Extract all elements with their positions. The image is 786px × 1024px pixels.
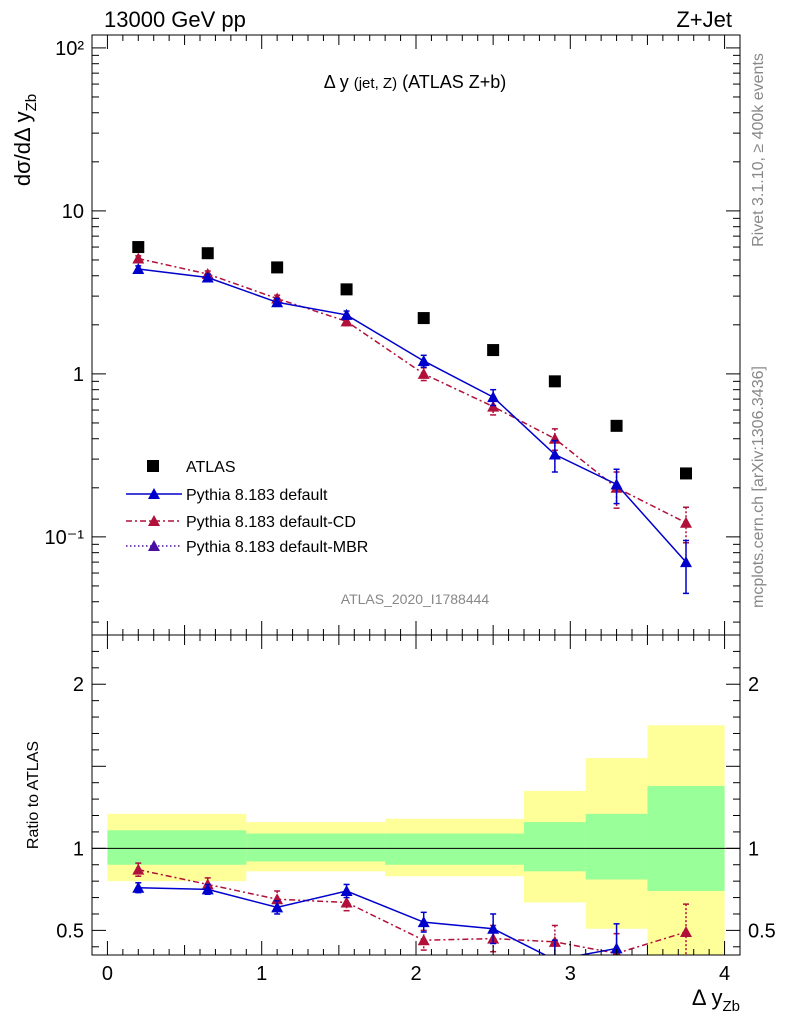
upper-data	[132, 241, 692, 595]
band-inner	[647, 785, 725, 891]
lower-xtick-label: 2	[410, 963, 421, 985]
series-atlas-point	[487, 344, 500, 357]
mcplots-label-group: mcplots.cern.ch [arXiv:1306.3436]	[750, 366, 767, 608]
ratio-default-point	[417, 916, 430, 928]
legend-atlas-label: ATLAS	[186, 459, 236, 476]
ratio-default-point	[487, 922, 500, 934]
lower-panel: 0.5 0.5 1 1 2 2 0 1 2 3 4	[56, 634, 776, 985]
series-default-point	[680, 556, 692, 568]
x-axis-label: Δ yZb	[692, 985, 740, 1015]
ratio-default-point	[201, 883, 214, 895]
ratio-default-point	[132, 881, 145, 893]
lower-ylabel: Ratio to ATLAS	[25, 741, 42, 849]
ratio-default-point	[340, 885, 353, 896]
ratio-default-point	[554, 953, 556, 955]
ratio-cd-point	[417, 934, 430, 946]
upper-ytick-label: 10	[62, 201, 84, 223]
series-default-point	[340, 308, 353, 320]
series-cd-point	[417, 367, 430, 379]
legend-default-marker	[148, 488, 160, 499]
series-default-point	[417, 354, 430, 366]
lower-ytick-label-left: 0.5	[56, 920, 84, 942]
band-inner	[385, 833, 524, 865]
lower-data	[92, 725, 740, 955]
series-cd-line	[138, 257, 687, 524]
lower-ytick-label-left: 2	[73, 674, 84, 696]
plot-title: Δ y (jet, Z) (ATLAS Z+b)	[324, 72, 507, 92]
upper-ylabel-sub: Zb	[23, 94, 40, 112]
series-default-point	[201, 271, 214, 283]
series-atlas-point	[132, 241, 145, 254]
legend-cd-label: Pythia 8.183 default-CD	[186, 514, 356, 531]
series-atlas-point	[201, 247, 214, 260]
series-default-point	[548, 448, 561, 460]
upper-ytick-label: 1	[73, 364, 84, 386]
ratio-default-point	[271, 901, 284, 913]
upper-ytick-label: 10²	[55, 38, 84, 60]
series-atlas-point	[271, 261, 284, 274]
series-cd-point	[132, 252, 145, 264]
series-atlas-point	[417, 312, 430, 325]
plot-title-sub: (jet, Z)	[354, 75, 397, 92]
band-inner	[585, 813, 648, 880]
legend-mbr-marker	[148, 540, 160, 551]
x-axis-label-sub: Zb	[722, 998, 740, 1015]
series-cd-point	[680, 516, 692, 528]
legend-mbr-label: Pythia 8.183 default-MBR	[186, 539, 368, 556]
x-axis-label-main: Δ y	[692, 985, 723, 1010]
lower-ylabel-group: Ratio to ATLAS	[25, 741, 42, 849]
lower-xtick-label: 4	[719, 963, 730, 985]
lower-ytick-label-right: 2	[748, 674, 759, 696]
analysis-id: ATLAS_2020_I1788444	[341, 591, 490, 607]
legend-default-label: Pythia 8.183 default	[186, 487, 328, 504]
series-atlas-point	[610, 419, 623, 432]
legend-atlas-marker	[147, 460, 159, 472]
upper-ylabel: dσ/dΔ yZb	[10, 94, 40, 186]
plot-title-main: Δ y	[324, 72, 349, 92]
series-atlas-point	[680, 467, 692, 480]
series-default-point	[271, 296, 284, 308]
lower-xtick-label: 0	[102, 963, 113, 985]
lower-xtick-label: 3	[565, 963, 576, 985]
legend-cd-marker	[148, 515, 160, 526]
ratio-cd-point	[132, 863, 145, 875]
band-inner	[107, 830, 247, 865]
series-default-point	[487, 391, 500, 403]
rivet-label: Rivet 3.1.10, ≥ 400k events	[750, 53, 767, 247]
band-inner	[246, 833, 386, 862]
band-inner	[524, 822, 586, 872]
svg-text:dσ/dΔ yZb: dσ/dΔ yZb	[10, 94, 40, 186]
series-default-point	[132, 263, 145, 275]
ratio-cd-point	[680, 926, 692, 938]
ratio-default-point	[610, 942, 623, 954]
upper-ytick-label: 10⁻¹	[45, 527, 85, 549]
lower-ytick-label-right: 0.5	[748, 920, 776, 942]
series-atlas-point	[340, 283, 353, 296]
lower-ytick-label-right: 1	[748, 838, 759, 860]
series-default-point	[610, 478, 623, 490]
header-energy: 13000 GeV pp	[104, 7, 246, 32]
upper-ylabel-main: dσ/dΔ y	[10, 111, 35, 186]
series-cd-point	[340, 315, 353, 327]
upper-panel: 10⁻¹ 1 10 10²	[45, 34, 741, 636]
rivet-label-group: Rivet 3.1.10, ≥ 400k events	[750, 53, 767, 247]
mcplots-label: mcplots.cern.ch [arXiv:1306.3436]	[750, 366, 767, 608]
series-atlas-point	[548, 375, 561, 388]
lower-xtick-label: 1	[256, 963, 267, 985]
lower-ytick-label-left: 1	[73, 838, 84, 860]
legend: ATLAS Pythia 8.183 default Pythia 8.183 …	[126, 459, 368, 556]
plot-title-tail: (ATLAS Z+b)	[402, 72, 506, 92]
header-process: Z+Jet	[676, 7, 732, 32]
ratio-cd-point	[340, 896, 353, 908]
